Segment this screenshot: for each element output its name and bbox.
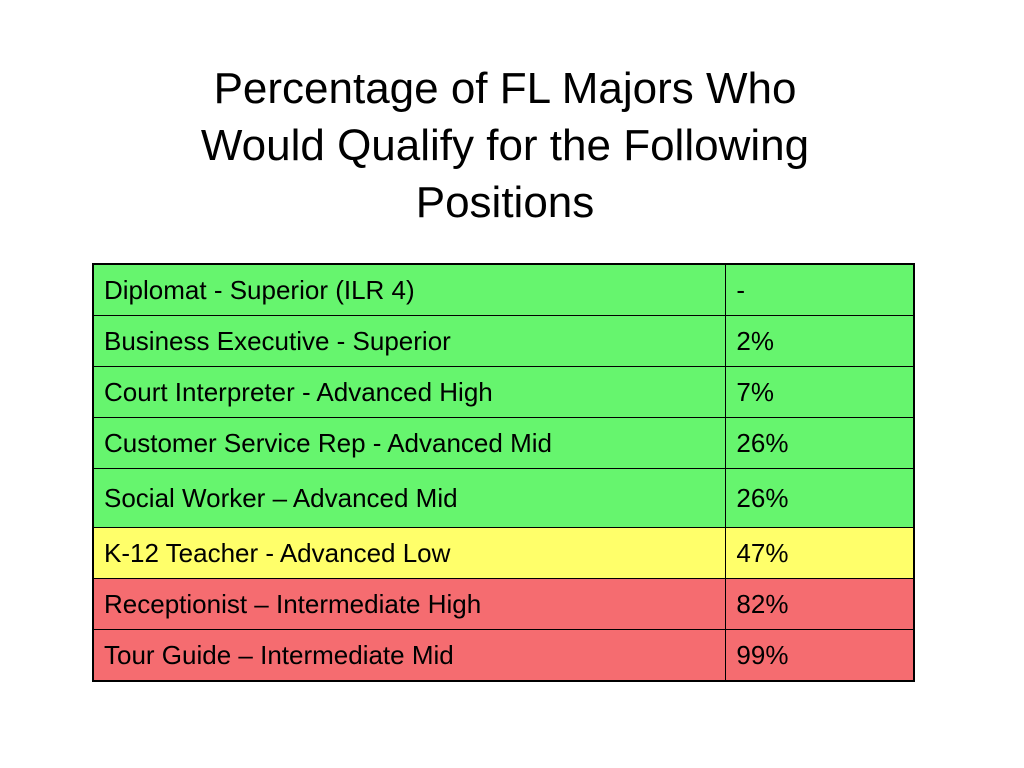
table-row: Receptionist – Intermediate High 82% xyxy=(92,578,915,630)
percent-cell: 82% xyxy=(725,578,915,630)
table-row: Social Worker – Advanced Mid 26% xyxy=(92,468,915,528)
slide-title-line-2: Would Qualify for the Following xyxy=(200,121,810,170)
position-cell: K-12 Teacher - Advanced Low xyxy=(92,527,727,579)
position-cell: Social Worker – Advanced Mid xyxy=(92,468,727,528)
percent-cell: 7% xyxy=(725,366,915,418)
position-cell: Customer Service Rep - Advanced Mid xyxy=(92,417,727,469)
table-row: Court Interpreter - Advanced High 7% xyxy=(92,366,915,418)
percent-cell: 2% xyxy=(725,315,915,367)
percent-cell: 47% xyxy=(725,527,915,579)
table-row: Customer Service Rep - Advanced Mid 26% xyxy=(92,417,915,469)
slide-title-line-3: Positions xyxy=(415,178,595,227)
position-cell: Receptionist – Intermediate High xyxy=(92,578,727,630)
percent-cell: 99% xyxy=(725,629,915,682)
percent-cell: 26% xyxy=(725,417,915,469)
slide-title: Percentage of FL Majors Who Would Qualif… xyxy=(100,60,910,231)
positions-table: Diplomat - Superior (ILR 4) - Business E… xyxy=(92,263,915,682)
percent-cell: 26% xyxy=(725,468,915,528)
slide-title-line-1: Percentage of FL Majors Who xyxy=(213,64,797,113)
position-cell: Business Executive - Superior xyxy=(92,315,727,367)
percent-cell: - xyxy=(725,263,915,316)
table-row: Tour Guide – Intermediate Mid 99% xyxy=(92,629,915,682)
position-cell: Diplomat - Superior (ILR 4) xyxy=(92,263,727,316)
position-cell: Tour Guide – Intermediate Mid xyxy=(92,629,727,682)
table-row: Diplomat - Superior (ILR 4) - xyxy=(92,263,915,316)
table-row: Business Executive - Superior 2% xyxy=(92,315,915,367)
position-cell: Court Interpreter - Advanced High xyxy=(92,366,727,418)
table-row: K-12 Teacher - Advanced Low 47% xyxy=(92,527,915,579)
